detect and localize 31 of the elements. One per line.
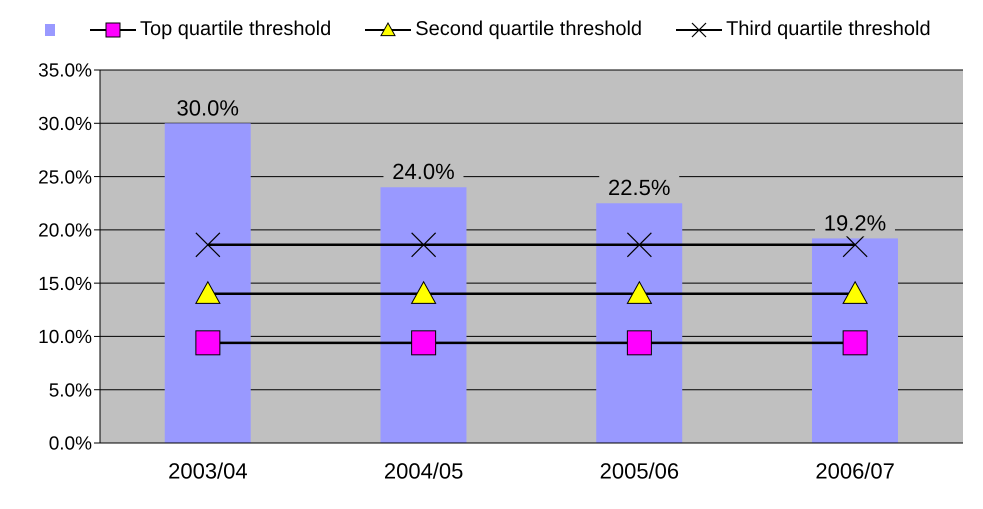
y-tick-label: 0.0% xyxy=(48,434,92,455)
bar xyxy=(380,187,466,443)
point xyxy=(411,330,436,356)
y-tick-label: 35.0% xyxy=(38,60,92,82)
bar xyxy=(812,238,898,443)
y-tick-label: 5.0% xyxy=(48,380,92,402)
bar xyxy=(596,203,682,443)
x-tick-label: 2003/04 xyxy=(168,458,248,484)
legend-label: Top quartile threshold xyxy=(140,18,332,41)
x-tick-label: 2006/07 xyxy=(815,458,895,484)
point xyxy=(626,330,652,356)
data-label: 30.0% xyxy=(176,95,239,120)
legend-label: Third quartile threshold xyxy=(726,18,931,41)
point xyxy=(195,281,220,304)
point xyxy=(842,281,868,304)
y-tick-label: 30.0% xyxy=(38,114,92,136)
data-label: 22.5% xyxy=(608,175,670,200)
y-tick-label: 20.0% xyxy=(38,220,92,242)
point xyxy=(195,330,220,356)
point xyxy=(411,281,436,304)
data-label: 24.0% xyxy=(392,159,455,184)
bar xyxy=(164,123,251,443)
x-tick-label: 2005/06 xyxy=(600,458,680,484)
data-label: 19.2% xyxy=(824,210,886,236)
point xyxy=(842,330,868,356)
y-tick-label: 25.0% xyxy=(38,167,92,188)
x-tick-label: 2004/05 xyxy=(384,458,464,484)
legend-label: Second quartile threshold xyxy=(415,18,642,41)
y-tick-label: 15.0% xyxy=(38,274,92,295)
y-tick-label: 10.0% xyxy=(38,327,92,348)
point xyxy=(626,281,652,304)
